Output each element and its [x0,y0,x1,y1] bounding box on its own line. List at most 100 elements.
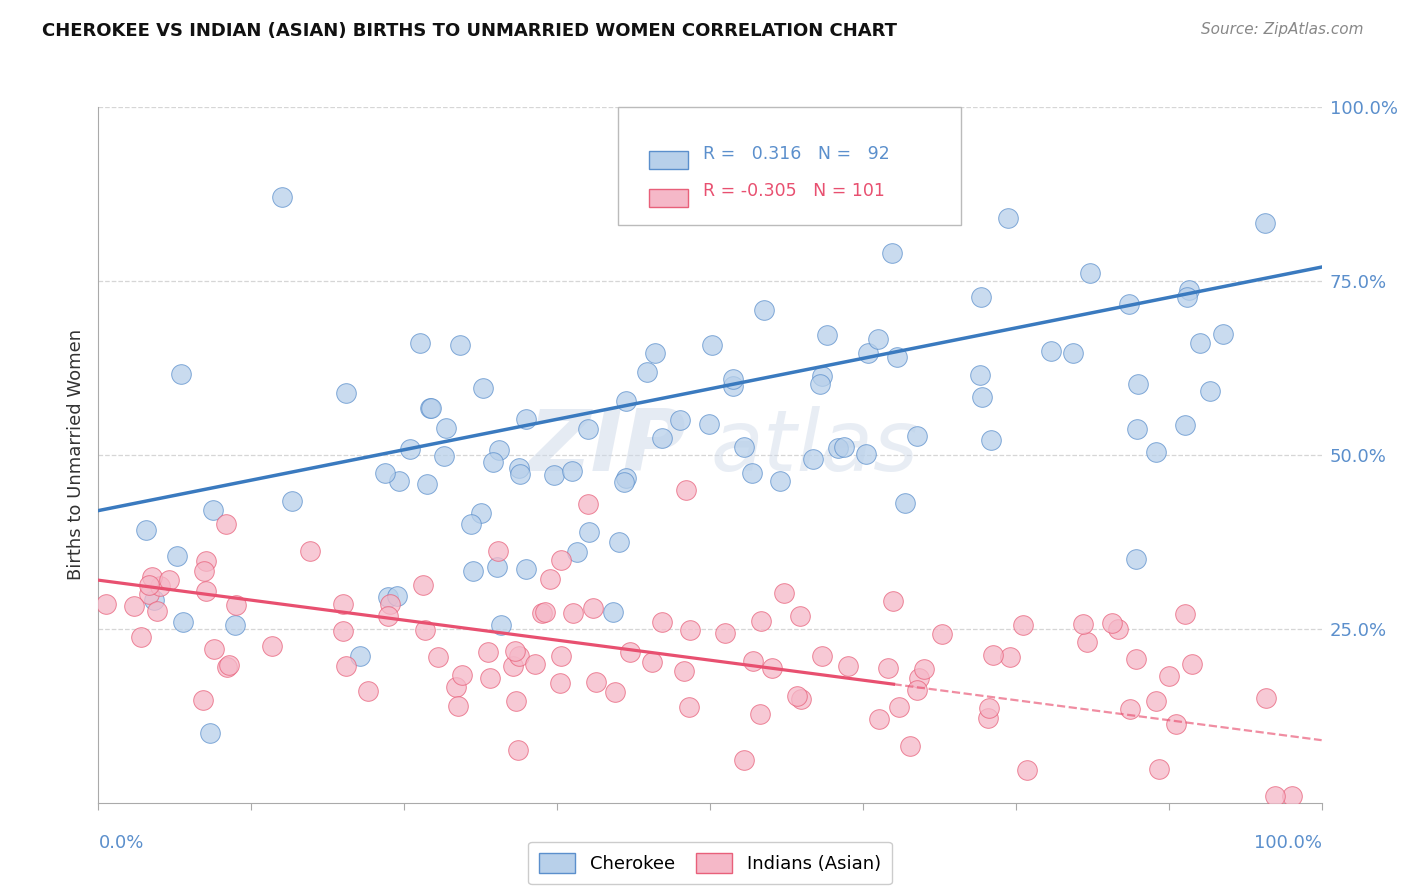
Point [215,660,238,674]
Point [502,659,524,673]
Point [761,661,783,675]
Point [374,466,396,480]
Point [477,645,499,659]
Point [641,655,664,669]
Point [122,599,145,613]
Point [224,618,246,632]
Point [1178,284,1201,298]
Point [449,338,471,352]
Text: R = -0.305   N = 101: R = -0.305 N = 101 [703,182,884,200]
Point [1015,764,1038,778]
Point [172,615,194,629]
Point [675,483,697,497]
Point [191,693,214,707]
Point [651,615,673,629]
Point [1144,693,1167,707]
Point [523,657,546,671]
Point [486,559,509,574]
Text: atlas: atlas [710,407,918,490]
FancyBboxPatch shape [650,189,688,207]
Point [488,443,510,458]
Point [550,649,572,664]
Text: ZIP: ZIP [527,407,686,490]
Point [1118,297,1140,311]
Point [534,605,557,619]
Point [811,369,834,384]
Point [613,475,636,489]
Point [697,417,720,431]
FancyBboxPatch shape [619,107,960,226]
Point [1144,445,1167,459]
Point [218,657,240,672]
Point [801,451,824,466]
Point [460,517,482,532]
Point [1199,384,1222,399]
Point [505,694,527,708]
Point [898,739,921,754]
Point [94,598,117,612]
Point [672,664,695,678]
Point [998,649,1021,664]
Point [912,662,935,676]
Point [479,671,502,685]
Point [873,181,896,195]
Point [614,470,637,484]
Point [461,564,484,578]
Point [550,552,572,566]
Point [827,441,849,455]
Point [548,676,571,690]
Point [721,379,744,393]
Point [808,376,831,391]
Point [530,607,553,621]
Point [997,211,1019,225]
Point [578,524,600,539]
Point [450,668,472,682]
Point [1101,615,1123,630]
Point [733,440,755,454]
Point [668,412,690,426]
Point [619,645,641,659]
Point [170,367,193,381]
Point [882,245,904,260]
Point [486,544,509,558]
Point [349,648,371,663]
Point [538,572,561,586]
Point [565,545,588,559]
Point [377,591,399,605]
Point [299,544,322,558]
Point [786,689,808,703]
Point [790,691,813,706]
Point [866,332,889,346]
Point [489,618,512,632]
Point [1126,377,1149,392]
Point [1125,422,1147,436]
Point [1147,762,1170,776]
Point [193,564,215,578]
Point [281,494,304,508]
Point [434,421,457,435]
Point [1174,607,1197,621]
Point [1254,216,1277,230]
Point [769,474,792,488]
Point [614,394,637,409]
Point [561,464,583,478]
Point [129,630,152,644]
Text: R =   0.316   N =   92: R = 0.316 N = 92 [703,145,890,162]
Point [585,674,607,689]
Point [754,303,776,318]
Point [889,699,911,714]
Point [1119,702,1142,716]
Point [202,641,225,656]
Point [855,447,877,461]
Point [377,609,399,624]
Point [837,659,859,673]
Point [749,614,772,628]
Point [198,726,221,740]
Point [1212,326,1234,341]
Point [970,290,993,304]
Point [1166,717,1188,731]
Point [515,562,537,576]
Point [886,351,908,365]
Point [678,700,700,714]
Point [471,381,494,395]
